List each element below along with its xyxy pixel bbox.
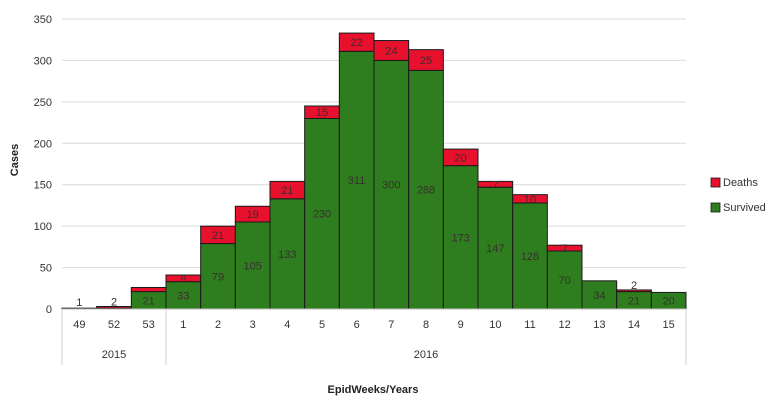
bar-label-survived: 33 <box>177 290 189 302</box>
bar-survived <box>373 59 410 310</box>
x-tick-label: 4 <box>284 319 290 331</box>
x-tick-label: 5 <box>319 319 325 331</box>
bar-survived <box>442 165 479 310</box>
bar-label-deaths: 22 <box>351 37 363 49</box>
bar-label-survived: 300 <box>382 180 400 192</box>
x-tick-label: 53 <box>143 319 155 331</box>
bar-label-deaths: 2 <box>111 297 117 309</box>
legend-label: Survived <box>723 202 766 214</box>
bar-label-survived: 230 <box>313 209 331 221</box>
bar-label-deaths: 2 <box>631 280 637 292</box>
bar-label-survived: 21 <box>628 295 640 307</box>
x-tick-label: 52 <box>108 319 120 331</box>
bar-survived <box>546 250 583 310</box>
legend-label: Deaths <box>723 177 758 189</box>
bar-label-deaths: 24 <box>385 45 397 57</box>
legend-swatch <box>710 202 721 213</box>
x-tick-label: 15 <box>663 319 675 331</box>
x-tick-label: 11 <box>524 319 535 331</box>
bar-label-deaths: 20 <box>455 152 467 164</box>
x-axis-title: EpidWeeks/Years <box>328 384 419 396</box>
y-tick-label: 350 <box>34 14 52 26</box>
y-tick-label: 0 <box>46 304 52 316</box>
bar-label-survived: 133 <box>278 249 296 261</box>
bar-deaths <box>477 180 514 188</box>
bar-label-survived: 173 <box>451 232 469 244</box>
x-tick-label: 3 <box>250 319 256 331</box>
legend-swatch <box>710 177 721 188</box>
bar-survived <box>234 221 271 310</box>
bar-label-survived: 311 <box>348 175 366 187</box>
bar-label-deaths: 7 <box>492 179 498 191</box>
bar-label-deaths: 25 <box>420 55 432 67</box>
x-tick-label: 8 <box>423 319 429 331</box>
stacked-bars: 1 2 21 33 8 79 21 105 19 133 21 230 15 311 22 300 24 288 2… <box>61 32 687 310</box>
bar-label-survived: 147 <box>486 243 504 255</box>
bar-label-deaths: 10 <box>524 194 536 206</box>
bar-deaths <box>130 286 167 293</box>
bar-label-survived: 1 <box>76 297 82 309</box>
y-tick-label: 50 <box>40 263 52 275</box>
y-tick-label: 300 <box>34 55 52 67</box>
x-tick-label: 10 <box>489 319 501 331</box>
y-axis-ticks: 0 50 100 150 200 250 300 350 <box>34 14 52 316</box>
bar-label-deaths: 15 <box>316 107 328 119</box>
x-tick-label: 14 <box>628 319 640 331</box>
bar-label-survived: 70 <box>559 275 571 287</box>
bar-deaths <box>408 49 444 71</box>
bar-deaths <box>512 194 548 204</box>
y-axis-title: Cases <box>9 144 21 176</box>
legend: Deaths Survived <box>710 177 766 214</box>
y-tick-label: 250 <box>34 97 52 109</box>
x-tick-label: 13 <box>593 319 605 331</box>
bar-survived <box>200 243 236 310</box>
bar-deaths <box>546 244 583 252</box>
x-tick-label: 6 <box>354 319 360 331</box>
bar-label-survived: 128 <box>521 251 539 263</box>
x-tick-label: 49 <box>73 319 85 331</box>
bar-label-survived: 20 <box>663 296 675 308</box>
bar-label-deaths: 21 <box>281 185 293 197</box>
bar-label-survived: 288 <box>417 185 435 197</box>
x-tick-label: 9 <box>458 319 464 331</box>
x-year-label: 2016 <box>414 349 438 361</box>
x-year-label: 2015 <box>102 349 126 361</box>
bar-label-survived: 105 <box>243 261 261 273</box>
bar-label-survived: 79 <box>212 271 224 283</box>
bar-survived <box>477 186 514 310</box>
y-tick-label: 200 <box>34 138 52 150</box>
bar-label-survived: 34 <box>593 290 605 302</box>
bar-deaths <box>442 148 479 167</box>
y-tick-label: 150 <box>34 180 52 192</box>
bar-label-deaths: 7 <box>562 243 568 255</box>
bar-label-survived: 21 <box>143 295 155 307</box>
bar-deaths <box>616 289 652 293</box>
bar-label-deaths: 19 <box>247 209 259 221</box>
x-tick-label: 1 <box>180 319 186 331</box>
x-tick-label: 2 <box>215 319 221 331</box>
x-tick-label: 7 <box>388 319 394 331</box>
bar-survived <box>512 202 548 310</box>
y-tick-label: 100 <box>34 221 52 233</box>
bar-label-deaths: 8 <box>180 273 186 285</box>
x-tick-label: 12 <box>559 319 571 331</box>
bar-survived <box>269 198 306 310</box>
bar-label-deaths: 21 <box>212 230 224 242</box>
